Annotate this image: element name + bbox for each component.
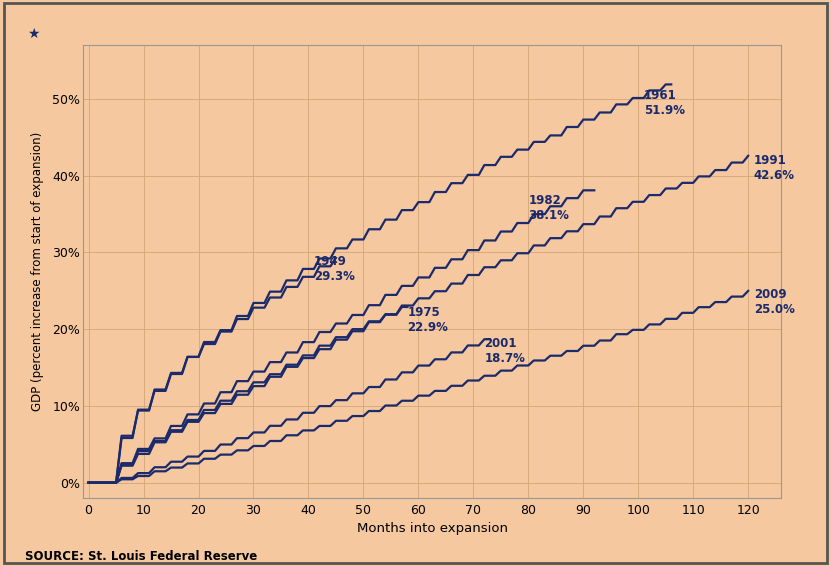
Text: 1975
22.9%: 1975 22.9% [407, 306, 448, 334]
Text: 1949
29.3%: 1949 29.3% [314, 255, 355, 284]
Text: 2009
25.0%: 2009 25.0% [754, 289, 794, 316]
Text: 2001
18.7%: 2001 18.7% [484, 337, 525, 365]
Text: SOURCE: St. Louis Federal Reserve: SOURCE: St. Louis Federal Reserve [25, 550, 257, 563]
Text: 1961
51.9%: 1961 51.9% [644, 89, 685, 117]
X-axis label: Months into expansion: Months into expansion [356, 522, 508, 535]
Text: 1982
38.1%: 1982 38.1% [529, 194, 569, 222]
Text: 1991
42.6%: 1991 42.6% [754, 154, 794, 182]
Y-axis label: GDP (percent increase from start of expansion): GDP (percent increase from start of expa… [31, 132, 44, 411]
Text: ★: ★ [27, 27, 40, 41]
